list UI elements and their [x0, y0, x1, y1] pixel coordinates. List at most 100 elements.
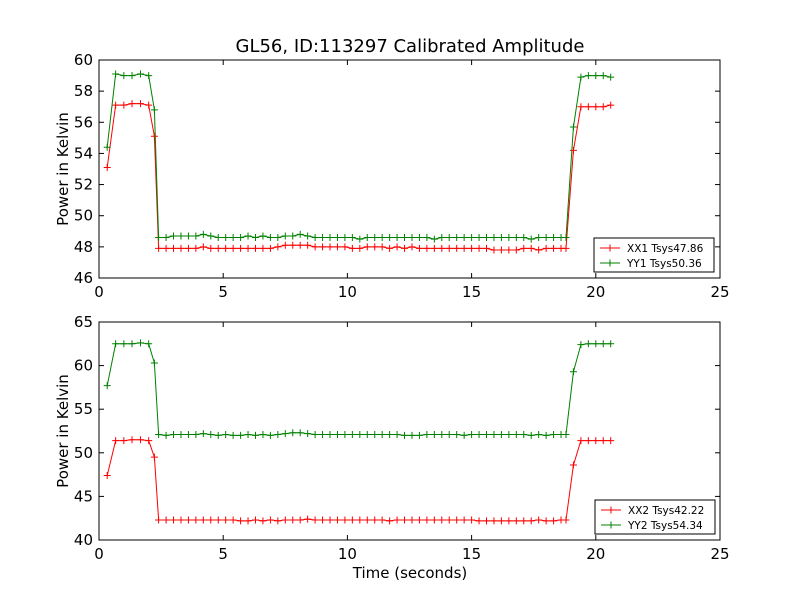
panel-1-series-1-point [120, 340, 128, 348]
chart-title: GL56, ID:113297 Calibrated Amplitude [236, 36, 585, 57]
panel-0-series-1-point [542, 234, 550, 242]
panel-0-series-1-point [512, 234, 520, 242]
panel-1-series-1-point [584, 340, 592, 348]
panel-1-series-1-point [453, 430, 461, 438]
panel-1-series-1-point [497, 430, 505, 438]
panel-0-series-0-point [155, 244, 163, 252]
panel-0-series-1-point [244, 232, 252, 240]
panel-0-series-1-point [311, 234, 319, 242]
panel-0-series-1-point [438, 234, 446, 242]
panel-0-series-1-point [274, 234, 282, 242]
panel-0-series-1-point [607, 73, 615, 81]
panel-0-series-1-point [222, 234, 230, 242]
panel-1-series-1-point [393, 430, 401, 438]
panel-1-series-1-point [274, 430, 282, 438]
panel-1-series-0-point [371, 516, 379, 524]
panel-0-series-1-point [162, 234, 170, 242]
panel-1-series-1-point [281, 430, 289, 438]
panel-1-series-0-point [192, 516, 200, 524]
panel-1-series-1-point [170, 430, 178, 438]
panel-0-series-0-point [222, 244, 230, 252]
panel-0-series-1-point [401, 234, 409, 242]
panel-0-series-1-point [393, 234, 401, 242]
panel-1-series-0-point [162, 516, 170, 524]
panel-0-series-1-point [527, 235, 535, 243]
panel-0-series-1-point [120, 72, 128, 80]
panel-0-series-0-point [259, 244, 267, 252]
panel-1-series-0-point [520, 517, 528, 525]
panel-1-x-tick-label: 20 [586, 545, 605, 563]
panel-0-series-0-point [460, 244, 468, 252]
panel-1-series-1-point [266, 431, 274, 439]
panel-1-series-0-point [319, 516, 327, 524]
panel-0-series-0-point [599, 103, 607, 111]
panel-0-series-1-point [356, 235, 364, 243]
panel-0-series-0-point [512, 246, 520, 254]
panel-1-series-1-point [445, 430, 453, 438]
panel-1-series-1-point [415, 431, 423, 439]
panel-0-series-1-point [177, 232, 185, 240]
panel-0-series-1-point [128, 72, 136, 80]
panel-0-series-0-point [520, 244, 528, 252]
panel-0-series-1-point [237, 234, 245, 242]
panel-1-series-1-point [348, 430, 356, 438]
panel-0-series-0-point [177, 244, 185, 252]
panel-1-series-0-point [468, 516, 476, 524]
panel-1-series-0-point [599, 437, 607, 445]
panel-1-series-1-point [483, 430, 491, 438]
panel-1-series-1-point [222, 430, 230, 438]
panel-0-series-0-point [535, 246, 543, 254]
panel-0-series-1-point [192, 232, 200, 240]
panel-1-series-0-point [607, 437, 615, 445]
panel-1-series-0-point [341, 516, 349, 524]
panel-1-series-1-point [162, 431, 170, 439]
panel-1-series-0-point [550, 517, 558, 525]
panel-1-series-1-point [408, 431, 416, 439]
panel-1-series-0-point [415, 516, 423, 524]
panel-0-series-1-point [199, 230, 207, 238]
panel-0-series-1-point [184, 232, 192, 240]
panel-0-series-1-point [136, 70, 144, 78]
panel-1-series-0-point [304, 515, 312, 523]
panel-1-series-0-point [112, 437, 120, 445]
panel-1-series-0-point [184, 516, 192, 524]
panel-1-series-1-point [184, 430, 192, 438]
panel-1-series-1-point [363, 430, 371, 438]
panel-0-series-1-point [170, 232, 178, 240]
panel-1-series-0-point [363, 516, 371, 524]
x-axis-label: Time (seconds) [352, 564, 468, 582]
panel-1-series-0-point [244, 517, 252, 525]
panel-0-series-1-point [550, 234, 558, 242]
panel-1-legend-marker-1 [607, 521, 615, 529]
panel-1-series-1-point [430, 430, 438, 438]
panel-1-series-1-point [296, 429, 304, 437]
panel-0-series-0-point [184, 244, 192, 252]
panel-0-series-0-point [393, 243, 401, 251]
panel-1-series-0-point [535, 516, 543, 524]
panel-1-series-1-point [562, 430, 570, 438]
panel-0-series-0-point [542, 244, 550, 252]
panel-1-series-0-point [423, 516, 431, 524]
panel-0-series-0-point [304, 241, 312, 249]
panel-0-series-0-point [150, 132, 158, 140]
panel-1-series-1-point [237, 431, 245, 439]
panel-1-series-0-point [401, 516, 409, 524]
panel-1-series-1-point [468, 430, 476, 438]
panel-1-series-0-point [569, 461, 577, 469]
panel-0-series-0-point [475, 244, 483, 252]
panel-0-series-1-point [475, 234, 483, 242]
panel-0-x-tick-label: 20 [586, 283, 605, 301]
panel-1-series-0-point [145, 437, 153, 445]
panel-1-series-0-point [592, 437, 600, 445]
panel-0-series-0-point [527, 244, 535, 252]
panel-1-series-0-point [150, 453, 158, 461]
panel-0-series-0-point [363, 243, 371, 251]
panel-0-series-1-point [592, 72, 600, 80]
panel-1-series-0-point [259, 517, 267, 525]
panel-1-series-1-point [207, 430, 215, 438]
panel-1-series-1-point [505, 430, 513, 438]
panel-0-y-tick-label: 50 [74, 207, 93, 225]
bottom-panel: 0 5 10 15 20 25 40 45 50 55 60 65 Power in Kelvin XX2… [54, 313, 730, 563]
panel-1-series-1-point [577, 341, 585, 349]
